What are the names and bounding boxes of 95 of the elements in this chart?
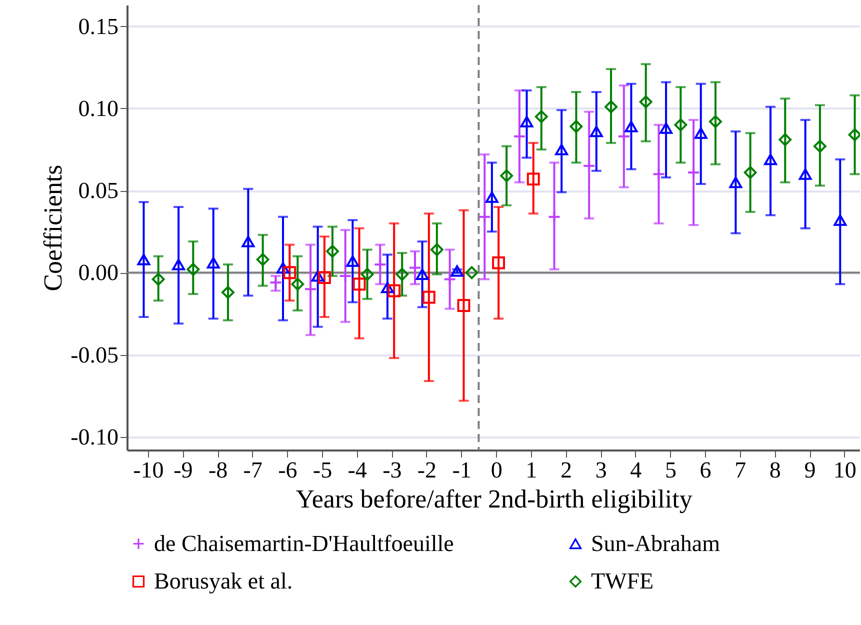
point [374,258,387,271]
point [694,127,708,139]
legend-label: Sun-Abraham [591,530,720,556]
x-tick-label: -4 [348,458,368,482]
point [492,256,506,270]
x-tick-label: -3 [382,458,402,482]
point [283,266,296,280]
x-tick-label: 0 [490,458,502,482]
point [430,243,444,256]
point [764,154,777,166]
point [291,278,304,291]
x-tick-label: -6 [278,458,298,482]
point [520,116,534,128]
x-tick-label: -10 [133,458,164,482]
point [380,282,394,294]
y-tick-label: 0.05 [78,178,118,204]
x-tick-label: -9 [174,458,193,482]
point [416,268,429,280]
point [526,172,540,186]
point [582,159,596,172]
point [534,110,548,124]
y-axis-title: Coefficients [38,164,68,292]
point [422,290,436,304]
point [604,100,618,114]
point [512,130,526,143]
x-tick-label: -2 [417,458,437,482]
legend-label: de Chaisemartin-D'Haultfoeuille [154,530,454,556]
x-tick-label: 9 [804,458,816,482]
point [450,265,464,277]
point [465,266,478,280]
point [660,122,673,134]
x-tick-label: 8 [769,458,781,482]
point [443,272,456,286]
point [186,262,200,276]
point [352,278,366,291]
point [269,276,282,289]
x-tick-label: -5 [312,458,332,482]
x-tick-label: -7 [243,458,262,482]
point [639,95,652,108]
point [137,254,150,266]
point [548,210,561,224]
x-tick-label: 3 [595,458,607,482]
point [485,191,498,203]
x-tick-label: 1 [526,458,538,482]
y-tick-label: -0.05 [70,342,118,368]
point [457,299,470,312]
point [326,244,339,258]
point [500,169,514,182]
y-tick-label: 0.00 [78,260,118,286]
point [222,286,234,299]
x-tick-label: 7 [734,458,746,482]
x-tick-label: 6 [700,458,712,482]
point [555,144,568,156]
point [360,268,374,281]
point [744,166,757,179]
point [590,126,603,138]
point [311,270,324,282]
point [396,268,409,281]
point [206,257,220,269]
y-tick-label: -0.10 [70,424,118,450]
point [276,262,290,274]
point [338,269,352,282]
point [687,166,700,179]
point [778,133,792,146]
point [674,118,688,132]
legend-label: TWFE [591,568,654,594]
x-tick-label: 4 [630,458,642,482]
point [813,140,826,153]
y-tick-label: 0.10 [78,96,118,121]
point [617,130,630,143]
point [798,168,812,180]
point [388,284,401,298]
point [478,210,492,224]
x-tick-label: -1 [452,458,472,482]
point [172,258,186,270]
point [242,236,255,248]
point [729,176,742,188]
x-tick-label: 5 [664,458,676,482]
point [834,214,847,226]
point [570,120,583,133]
point [408,261,422,274]
legend-label: Borusyak et al. [154,568,293,594]
point [709,115,722,128]
x-tick-label: -8 [208,458,228,482]
x-axis-title: Years before/after 2nd-birth eligibility [296,484,692,514]
point [624,120,638,132]
point [318,271,331,284]
point [152,272,165,286]
x-tick-label: 10 [833,458,856,482]
point [652,168,666,181]
point [848,128,860,142]
point [256,253,270,266]
point [346,255,360,267]
x-tick-label: 2 [560,458,572,482]
y-tick-label: 0.15 [78,14,118,39]
